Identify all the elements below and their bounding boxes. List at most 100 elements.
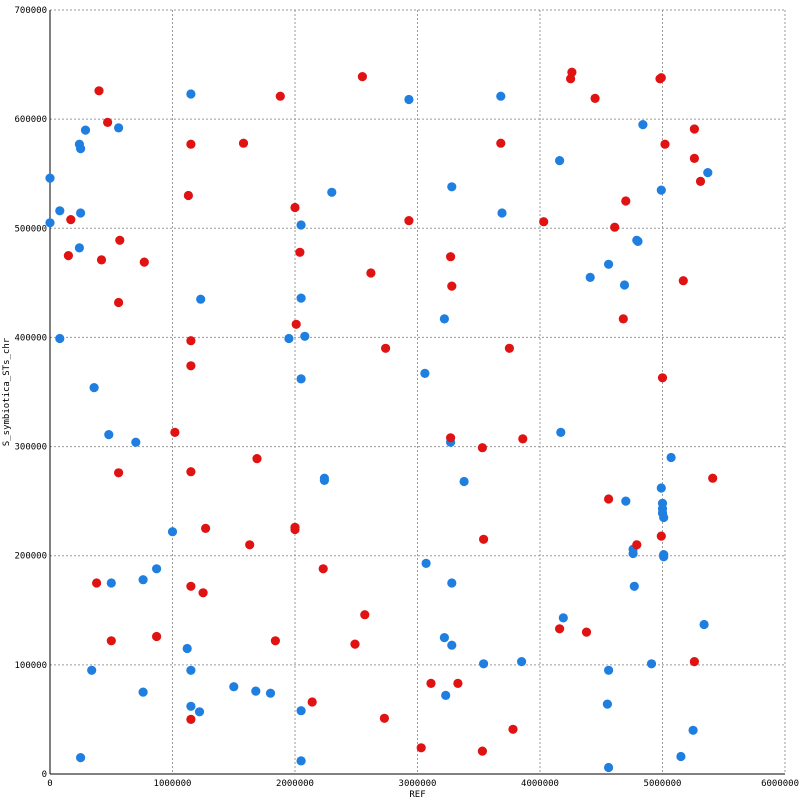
data-point [518,434,528,444]
data-point [186,467,196,477]
data-point [291,319,301,329]
data-point [689,657,700,667]
data-point [496,138,506,148]
data-point [296,220,306,230]
data-point [477,443,487,453]
data-point [167,527,178,537]
y-tick-label: 400000 [14,333,47,343]
data-point [196,294,206,304]
data-point [357,72,367,82]
data-point [76,208,86,218]
data-point [201,523,211,534]
data-point [556,427,566,437]
data-point [194,707,205,717]
data-point [604,494,614,504]
data-point [447,281,457,291]
data-point [453,678,463,689]
data-point [89,383,99,393]
data-point [555,624,565,634]
data-point [300,331,310,341]
data-point [296,706,306,716]
data-point [55,333,65,344]
data-point [621,496,631,506]
data-point [106,636,116,646]
data-point [265,688,276,698]
data-point [198,588,208,598]
data-point [659,552,669,562]
data-point [416,743,426,753]
data-point [604,665,614,675]
data-point [629,581,639,591]
data-point [94,86,104,96]
data-point [656,185,666,195]
data-point [284,333,294,344]
data-point [508,724,518,734]
data-point [604,259,614,269]
data-point [138,575,148,585]
grid-layer [50,9,786,774]
data-point [76,144,86,154]
data-point [170,427,180,437]
data-point [186,701,196,711]
data-point [106,578,116,588]
data-point [689,153,700,163]
data-point [689,124,700,134]
y-axis-label: S_symbiotica_STs_chr [2,337,12,446]
data-point [152,564,162,574]
data-point [657,373,668,383]
x-tick-label: 2000000 [276,779,314,789]
data-point [426,678,436,689]
data-point [441,690,451,701]
data-point [245,540,255,550]
data-point [695,176,706,186]
data-point [439,633,449,643]
data-point [555,156,565,166]
data-point [80,125,91,135]
data-point [182,643,192,654]
data-point [477,746,487,756]
data-point [602,699,613,709]
data-point [186,336,196,346]
data-point [379,713,389,723]
data-point [307,697,317,707]
data-point [186,89,196,99]
axis-layer [49,10,785,775]
data-point [678,276,688,286]
y-tick-label: 600000 [14,115,47,125]
data-point [327,187,337,197]
data-point [114,123,124,133]
data-point [76,753,86,763]
data-point [96,255,107,265]
y-tick-label: 500000 [14,224,47,234]
data-point [633,236,643,246]
data-point [504,343,514,353]
data-point [638,120,648,130]
data-point [366,268,376,278]
data-point [708,473,718,483]
data-point [439,314,449,324]
data-point [404,216,414,226]
data-point [87,665,97,675]
data-point [479,534,489,544]
data-point [319,475,329,485]
data-point [295,247,305,257]
data-point [497,208,507,218]
data-point [270,636,280,646]
data-point [229,682,239,692]
data-point [618,314,628,324]
data-point [290,524,300,535]
data-point [318,564,328,574]
data-point [604,762,614,773]
data-point [446,252,456,262]
data-point [114,468,124,478]
y-tick-label: 0 [42,770,47,780]
data-point [581,627,592,637]
x-tick-label: 0 [47,779,52,789]
data-point [619,280,630,290]
data-point [296,374,306,384]
data-point [115,235,125,245]
data-point [251,686,261,696]
data-point [238,138,249,148]
